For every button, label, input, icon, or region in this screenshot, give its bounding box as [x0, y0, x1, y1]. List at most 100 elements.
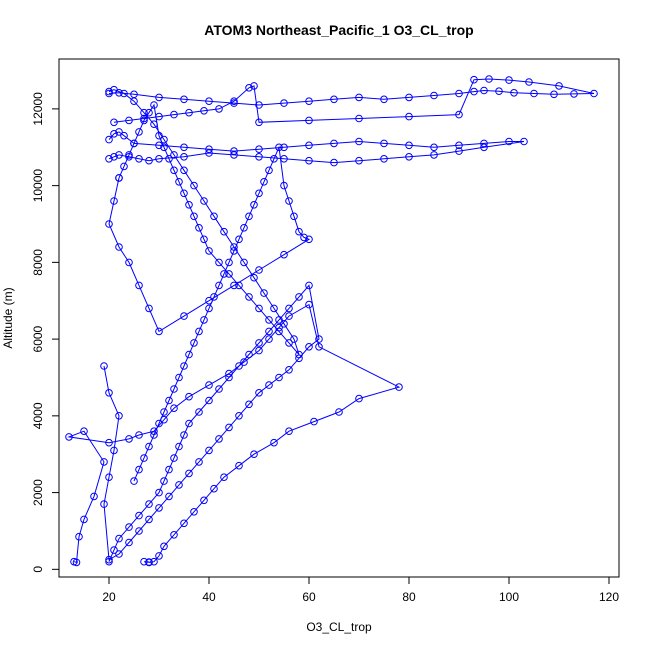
data-point: [285, 312, 293, 320]
data-point: [280, 99, 288, 107]
data-point: [290, 335, 298, 343]
data-point: [160, 477, 168, 485]
x-axis: 20 40 60 80 100 120: [102, 576, 619, 604]
data-point: [125, 116, 133, 125]
data-point: [270, 438, 278, 447]
x-tick-label: 80: [402, 590, 416, 604]
data-point: [190, 339, 198, 347]
data-point: [430, 91, 438, 100]
data-point: [220, 473, 228, 482]
data-point: [105, 135, 113, 144]
data-point: [290, 212, 298, 221]
data-point: [125, 258, 133, 267]
data-point: [105, 555, 113, 564]
data-point: [105, 89, 113, 98]
data-point: [130, 90, 138, 99]
data-point: [185, 419, 193, 428]
data-point: [135, 155, 143, 163]
data-point: [265, 166, 273, 175]
data-point: [90, 492, 98, 501]
data-point: [285, 339, 293, 347]
data-point: [255, 118, 263, 127]
data-point: [555, 82, 563, 90]
data-point: [180, 189, 188, 198]
data-point: [260, 178, 268, 186]
data-point: [250, 450, 258, 459]
data-point: [195, 224, 203, 232]
data-point: [105, 473, 113, 482]
data-point: [145, 515, 153, 524]
data-point: [200, 235, 208, 244]
data-point: [105, 389, 113, 397]
data-point: [170, 166, 178, 175]
data-point: [260, 289, 268, 297]
data-point: [245, 212, 253, 221]
data-point: [335, 408, 343, 416]
data-point: [195, 327, 203, 336]
data-point: [355, 137, 363, 146]
y-axis: 0 2000 4000 6000 8000 10000 12000: [31, 92, 60, 573]
data-point: [355, 394, 363, 403]
data-point: [380, 155, 388, 163]
data-point: [520, 137, 528, 146]
data-point: [510, 89, 518, 97]
data-point: [590, 89, 598, 98]
data-point: [305, 235, 313, 244]
data-point: [175, 442, 183, 451]
data-point: [185, 201, 193, 209]
data-point: [110, 446, 118, 455]
data-point: [155, 93, 163, 102]
data-point: [250, 273, 258, 282]
data-point: [75, 532, 83, 541]
data-point: [295, 293, 303, 301]
data-point: [285, 427, 293, 436]
x-tick-label: 20: [102, 590, 116, 604]
y-axis-label: Altitude (m): [1, 287, 15, 348]
data-point: [330, 158, 338, 167]
y-tick-label: 4000: [31, 402, 45, 429]
data-point: [255, 304, 263, 313]
data-point: [200, 107, 208, 115]
data-point: [405, 112, 413, 121]
data-point: [190, 212, 198, 221]
data-point: [145, 500, 153, 508]
data-point: [530, 89, 538, 98]
series-line: [108, 78, 595, 123]
data-point: [235, 412, 243, 420]
data-point: [105, 87, 113, 96]
data-point: [470, 75, 478, 84]
data-point: [255, 153, 263, 161]
y-tick-label: 6000: [31, 325, 45, 352]
data-point: [355, 156, 363, 165]
data-point: [250, 201, 258, 209]
data-point: [305, 116, 313, 125]
data-point: [250, 82, 258, 90]
data-point: [205, 304, 213, 313]
data-point: [570, 90, 578, 98]
data-point: [160, 408, 168, 416]
data-point: [245, 400, 253, 409]
data-point: [205, 145, 213, 153]
data-point: [315, 335, 323, 343]
data-point: [155, 155, 163, 163]
data-point: [245, 350, 253, 359]
y-tick-label: 0: [31, 566, 45, 573]
data-point: [215, 385, 223, 393]
data-point: [210, 212, 218, 221]
data-point: [175, 178, 183, 186]
data-point: [455, 147, 463, 155]
data-point: [155, 327, 163, 336]
data-point: [170, 454, 178, 462]
data-point: [105, 220, 113, 228]
data-point: [205, 396, 213, 405]
series-line: [108, 145, 311, 482]
data-point: [125, 153, 133, 161]
data-point: [235, 281, 243, 290]
data-point: [155, 131, 163, 140]
plot-area: [65, 75, 598, 567]
data-point: [130, 139, 138, 148]
data-point: [455, 110, 463, 119]
data-point: [155, 552, 163, 560]
data-point: [165, 155, 173, 163]
